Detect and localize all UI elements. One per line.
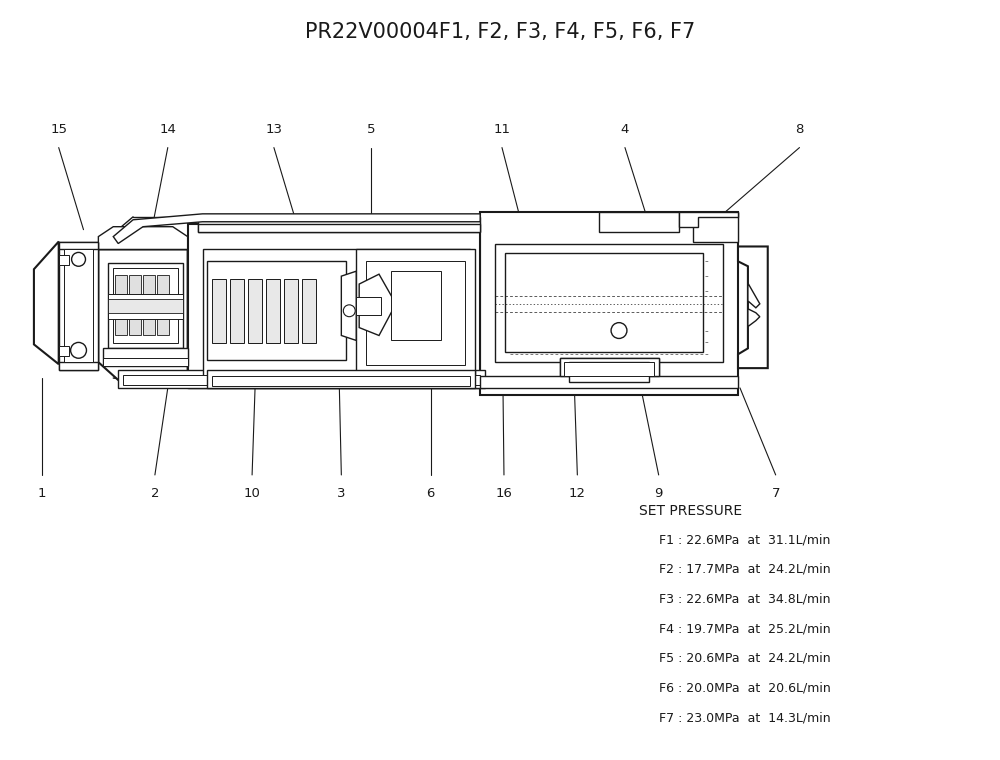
Bar <box>198 223 480 232</box>
Text: 5: 5 <box>367 122 375 136</box>
Polygon shape <box>359 274 396 335</box>
Text: F2 : 17.7MPa  at  24.2L/min: F2 : 17.7MPa at 24.2L/min <box>659 563 830 576</box>
Text: F3 : 22.6MPa  at  34.8L/min: F3 : 22.6MPa at 34.8L/min <box>659 593 830 606</box>
Bar <box>212 279 226 344</box>
Bar <box>356 297 381 315</box>
Polygon shape <box>59 347 69 356</box>
Polygon shape <box>98 249 188 380</box>
Bar <box>560 358 659 386</box>
Text: 15: 15 <box>50 122 67 136</box>
Bar <box>564 363 654 376</box>
Text: F5 : 20.6MPa  at  24.2L/min: F5 : 20.6MPa at 24.2L/min <box>659 652 830 665</box>
Bar <box>599 212 679 232</box>
Polygon shape <box>59 255 69 265</box>
Text: 2: 2 <box>151 487 159 500</box>
Bar <box>143 275 155 334</box>
Text: F6 : 20.0MPa  at  20.6L/min: F6 : 20.0MPa at 20.6L/min <box>659 682 830 695</box>
Bar <box>480 212 738 395</box>
Bar <box>115 275 127 334</box>
Circle shape <box>343 305 355 317</box>
Text: PR22V00004F1, F2, F3, F4, F5, F6, F7: PR22V00004F1, F2, F3, F4, F5, F6, F7 <box>305 22 695 42</box>
Bar <box>198 217 480 232</box>
Bar <box>108 263 183 348</box>
Bar <box>356 249 475 376</box>
Bar <box>113 268 178 344</box>
Text: 16: 16 <box>496 487 512 500</box>
Text: F7 : 23.0MPa  at  14.3L/min: F7 : 23.0MPa at 14.3L/min <box>659 711 830 724</box>
Text: 10: 10 <box>244 487 261 500</box>
Polygon shape <box>738 246 768 368</box>
Bar <box>505 253 703 353</box>
Bar <box>230 279 244 344</box>
Text: 12: 12 <box>569 487 586 500</box>
Bar <box>103 348 188 366</box>
Bar <box>207 261 346 360</box>
Bar <box>129 275 141 334</box>
Polygon shape <box>59 363 98 370</box>
Text: 7: 7 <box>771 487 780 500</box>
Bar <box>284 279 298 344</box>
Bar <box>495 243 723 363</box>
Polygon shape <box>113 214 480 243</box>
Text: 14: 14 <box>159 122 176 136</box>
Bar <box>302 279 316 344</box>
Bar <box>108 294 183 318</box>
Text: 1: 1 <box>38 487 46 500</box>
Circle shape <box>72 252 85 266</box>
Polygon shape <box>341 271 356 340</box>
Bar <box>366 261 465 365</box>
Bar <box>207 370 475 388</box>
Polygon shape <box>748 283 760 308</box>
Bar <box>157 275 169 334</box>
Bar <box>103 358 188 366</box>
Bar <box>203 249 470 376</box>
Polygon shape <box>34 242 59 364</box>
Polygon shape <box>560 358 659 376</box>
Text: F1 : 22.6MPa  at  31.1L/min: F1 : 22.6MPa at 31.1L/min <box>659 534 830 546</box>
Polygon shape <box>98 226 188 249</box>
Circle shape <box>71 343 86 358</box>
Bar <box>108 299 183 313</box>
Bar <box>391 271 441 340</box>
Text: 9: 9 <box>654 487 663 500</box>
Text: 8: 8 <box>795 122 804 136</box>
Bar <box>64 249 93 363</box>
Circle shape <box>611 323 627 338</box>
Text: 13: 13 <box>265 122 282 136</box>
Polygon shape <box>679 212 738 226</box>
Bar <box>123 375 480 385</box>
Text: 6: 6 <box>426 487 435 500</box>
Text: SET PRESSURE: SET PRESSURE <box>639 504 742 518</box>
Bar <box>59 242 98 370</box>
Text: 11: 11 <box>493 122 510 136</box>
Text: 3: 3 <box>337 487 346 500</box>
Polygon shape <box>748 309 760 327</box>
Bar <box>212 376 470 386</box>
Bar <box>266 279 280 344</box>
Polygon shape <box>480 376 738 388</box>
Polygon shape <box>59 242 98 249</box>
Bar <box>693 212 738 242</box>
Bar <box>118 370 485 388</box>
Text: 4: 4 <box>621 122 629 136</box>
Polygon shape <box>188 223 480 388</box>
Bar <box>248 279 262 344</box>
Bar <box>569 363 649 382</box>
Text: F4 : 19.7MPa  at  25.2L/min: F4 : 19.7MPa at 25.2L/min <box>659 622 830 635</box>
